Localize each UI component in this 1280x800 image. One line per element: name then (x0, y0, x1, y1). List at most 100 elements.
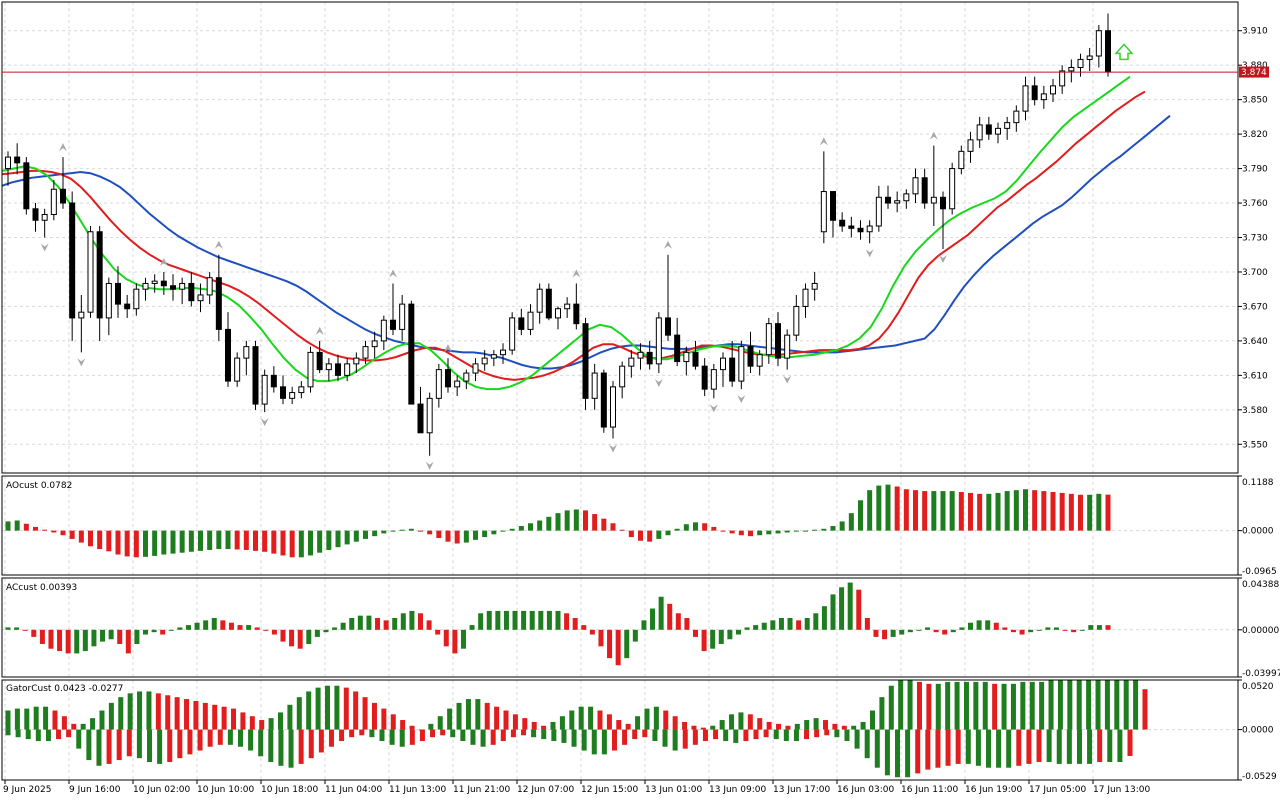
ac-bar (117, 629, 123, 644)
gator-upper-bar (1095, 680, 1101, 730)
fractal-up-icon (444, 344, 452, 353)
ac-panel-label: ACcust 0.00393 (6, 583, 77, 593)
candle (371, 331, 378, 359)
ac-bar (555, 610, 561, 630)
candle (830, 191, 836, 238)
gator-lower-bar (349, 729, 355, 738)
ac-bar (701, 629, 707, 652)
ao-bar (51, 530, 57, 533)
ac-bar (418, 613, 423, 630)
gator-upper-bar (456, 702, 462, 730)
gator-upper-bar (794, 723, 800, 730)
ac-bar (14, 627, 20, 630)
x-tick-label: 12 Jun 07:00 (517, 785, 574, 795)
gator-lower-bar (773, 729, 779, 740)
gator-lower-bar (844, 729, 850, 742)
ao-bar (1059, 492, 1065, 531)
ac-bar (280, 629, 286, 642)
gator-upper-bar (61, 716, 67, 730)
ac-bar (271, 629, 277, 635)
candle (692, 340, 699, 370)
ao-bar (317, 530, 323, 553)
ao-bar (940, 491, 946, 531)
ac-bar (761, 622, 767, 630)
candle (756, 350, 763, 376)
x-tick-label: 9 Jun 16:00 (69, 785, 121, 795)
candle (1086, 47, 1093, 71)
gator-upper-bar (381, 708, 387, 730)
gator-upper-bar (1067, 680, 1073, 730)
gator-upper-bar (306, 691, 312, 730)
x-tick-label: 13 Jun 01:00 (645, 785, 702, 795)
ao-bar (656, 530, 662, 539)
ao-bar (583, 510, 588, 531)
ao-bar (894, 486, 900, 531)
ac-bar (1105, 625, 1111, 630)
candle (637, 343, 644, 370)
price-tick-label: 3.550 (1242, 440, 1268, 450)
ac-bar (864, 618, 870, 630)
gator-upper-bar (578, 706, 584, 730)
gator-upper-bar (494, 706, 500, 730)
ao-bar (106, 530, 112, 552)
ao-bar (234, 530, 240, 550)
candle (995, 122, 1001, 144)
ac-bar (203, 620, 209, 630)
gator-upper-bar (334, 685, 340, 730)
gator-upper-tick-label: 0.0000 (1242, 726, 1274, 736)
gator-lower-bar (328, 729, 334, 747)
gator-upper-bar (1020, 681, 1026, 730)
gator-upper-bar (99, 710, 105, 730)
x-tick-label: 12 Jun 15:00 (581, 785, 638, 795)
fractal-down-icon (654, 379, 663, 388)
ao-bar (858, 500, 863, 531)
gator-lower-bar (359, 729, 365, 736)
ac-bar (1096, 625, 1102, 630)
candle (600, 369, 607, 433)
gator-upper-bar (616, 720, 622, 730)
ao-bar (592, 514, 598, 531)
ac-bar (873, 629, 879, 637)
gator-lower-bar (389, 729, 395, 745)
ao-bar (995, 492, 1001, 531)
ao-bar (152, 530, 158, 556)
ao-bar (243, 530, 249, 550)
ac-bar (263, 629, 269, 631)
ac-bar (22, 629, 28, 631)
ao-bar (463, 530, 469, 543)
gator-lower-bar (56, 729, 62, 740)
candle (582, 317, 589, 410)
candle (894, 191, 901, 213)
gator-lower-bar (521, 729, 527, 736)
ac-bar (143, 629, 148, 635)
price-tick-label: 3.670 (1242, 302, 1268, 312)
gator-lower-bar (15, 729, 21, 738)
gator-upper-bar (71, 723, 77, 730)
candle (729, 340, 736, 387)
ac-tick-label: 0.00000 (1242, 626, 1279, 636)
candle (573, 283, 580, 330)
gator-lower-bar (591, 729, 597, 755)
price-tick-label: 3.880 (1242, 61, 1268, 71)
ac-bar (168, 629, 174, 631)
candle (1077, 53, 1084, 77)
gator-lower-bar (884, 729, 890, 776)
ac-bar (735, 629, 741, 635)
gator-upper-bar (766, 721, 772, 730)
gator-upper-bar (1076, 680, 1082, 730)
ao-bar (784, 530, 790, 533)
candle (985, 116, 992, 140)
ac-bar (813, 613, 819, 630)
ao-bar (399, 529, 405, 531)
gator-lower-bar (480, 729, 486, 747)
gator-lower-bar (753, 729, 759, 740)
ao-bar (610, 523, 616, 531)
gator-lower-bar (1107, 729, 1113, 762)
ao-bar (326, 530, 332, 550)
fractal-down-icon (260, 418, 269, 427)
gator-lower-bar (177, 729, 183, 759)
ac-bar (1071, 629, 1077, 633)
ao-bar (968, 492, 973, 531)
ao-bar (1041, 491, 1047, 531)
